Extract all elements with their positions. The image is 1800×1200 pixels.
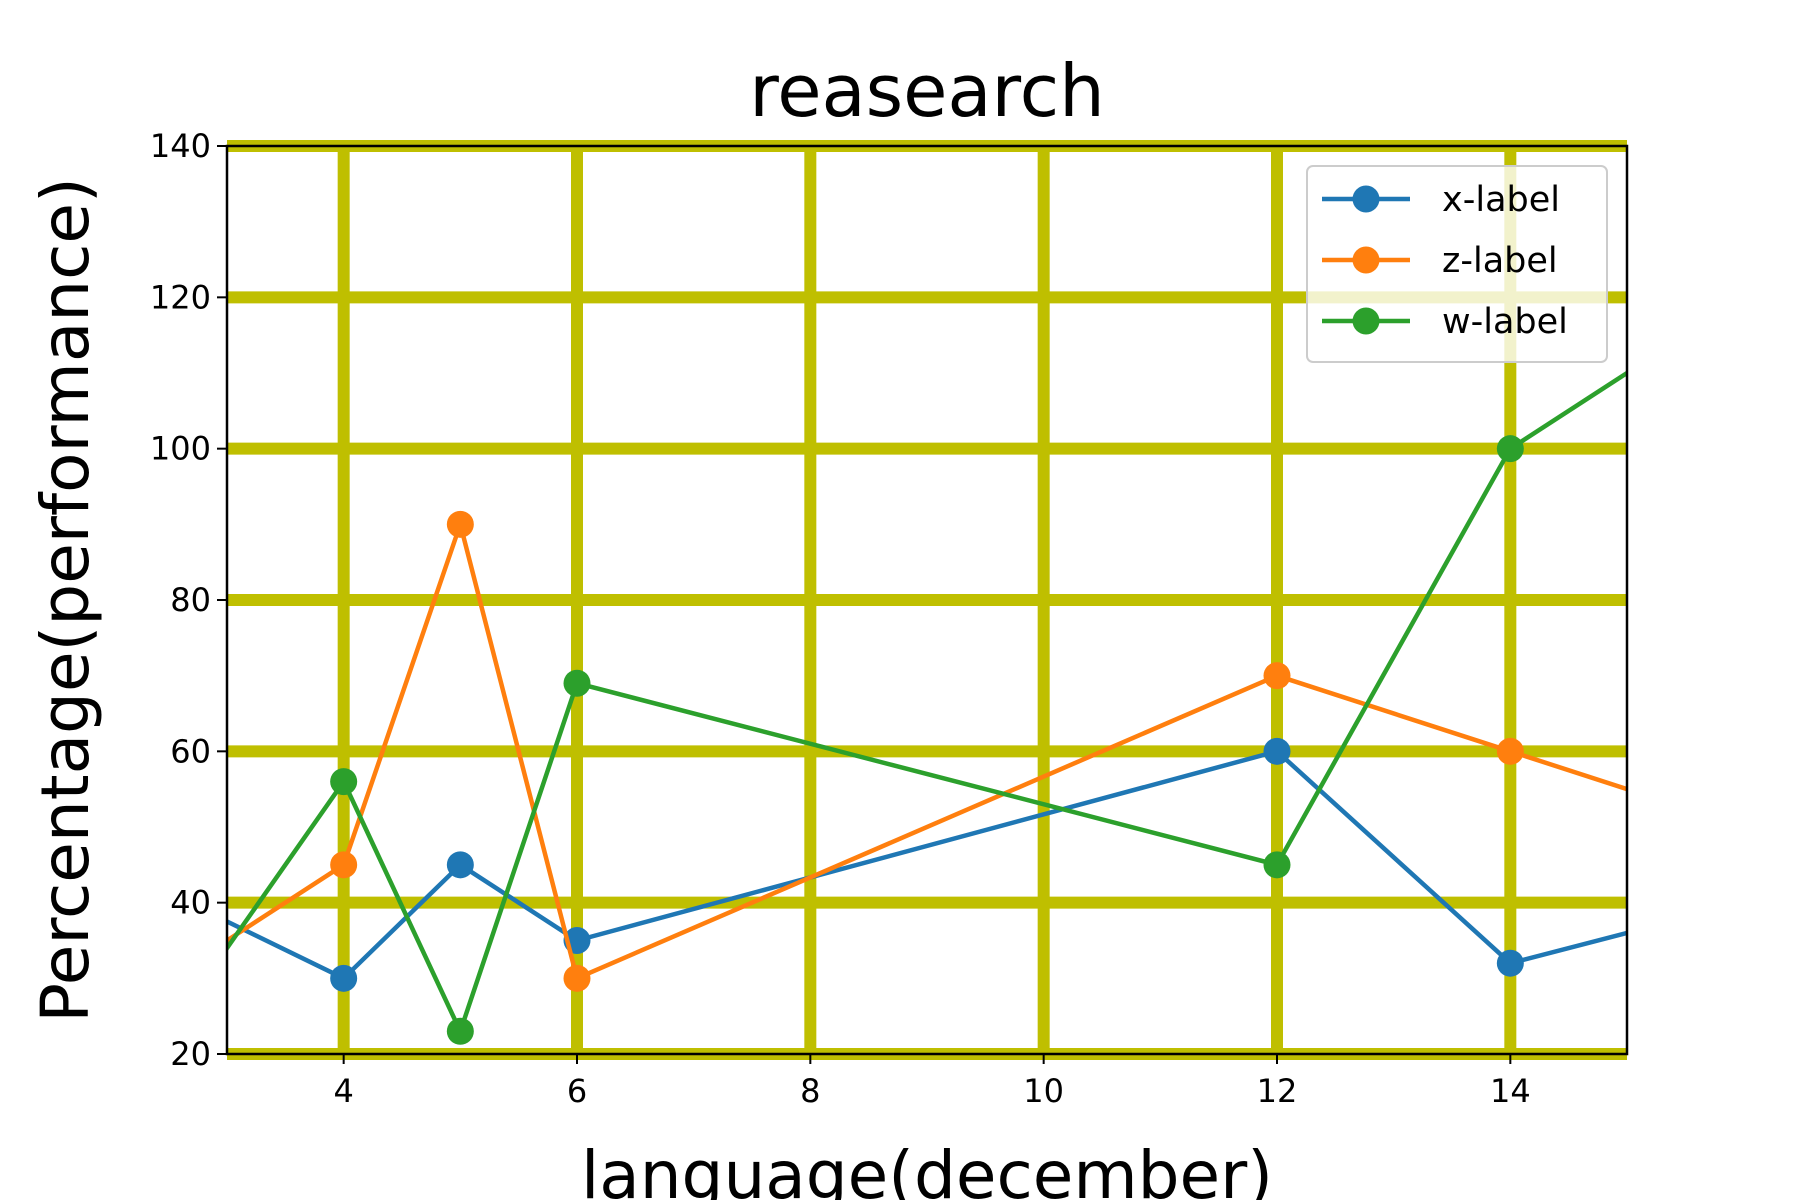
series-z-label (227, 510, 1627, 992)
x-tick-label: 8 (800, 1072, 820, 1110)
legend: x-label z-label w-label (1306, 165, 1608, 363)
legend-box (1306, 165, 1608, 363)
data-point (1496, 737, 1524, 765)
y-tick-label: 140 (150, 127, 211, 165)
x-tick-label: 14 (1490, 1072, 1531, 1110)
chart-title: reasearch (749, 49, 1105, 133)
data-point (330, 964, 358, 992)
data-point (563, 669, 591, 697)
y-tick-label: 120 (150, 278, 211, 316)
legend-entry: z-label (1322, 241, 1558, 281)
y-tick-label: 60 (170, 732, 211, 770)
data-point (1496, 949, 1524, 977)
legend-entry: w-label (1322, 302, 1568, 342)
data-point (1263, 737, 1291, 765)
data-point (563, 964, 591, 992)
y-tick-label: 100 (150, 430, 211, 468)
data-point (330, 768, 358, 796)
legend-label: w-label (1442, 302, 1568, 342)
x-axis-title: language(december) (581, 1137, 1273, 1200)
y-tick-label: 40 (170, 884, 211, 922)
data-point (446, 851, 474, 879)
legend-label: z-label (1442, 241, 1558, 281)
data-point (330, 851, 358, 879)
x-tick-label: 4 (333, 1072, 353, 1110)
legend-marker (1352, 185, 1380, 213)
data-point (1496, 435, 1524, 463)
legend-marker (1352, 246, 1380, 274)
x-tick-label: 10 (1023, 1072, 1064, 1110)
data-point (446, 510, 474, 538)
data-point (1263, 662, 1291, 690)
y-tick-label: 20 (170, 1035, 211, 1073)
x-tick-label: 6 (567, 1072, 587, 1110)
axis-ticks: 4 6 8 10 12 14 20 40 60 80 100 120 140 (150, 127, 1531, 1110)
legend-entry: x-label (1322, 180, 1560, 220)
series-w-label (227, 370, 1627, 1045)
y-axis-title: Percentage(performance) (27, 177, 104, 1022)
y-tick-label: 80 (170, 581, 211, 619)
legend-marker (1352, 307, 1380, 335)
series-layer (227, 370, 1627, 1045)
legend-label: x-label (1442, 180, 1560, 220)
x-tick-label: 12 (1257, 1072, 1298, 1110)
data-point (1263, 851, 1291, 879)
data-point (446, 1017, 474, 1045)
